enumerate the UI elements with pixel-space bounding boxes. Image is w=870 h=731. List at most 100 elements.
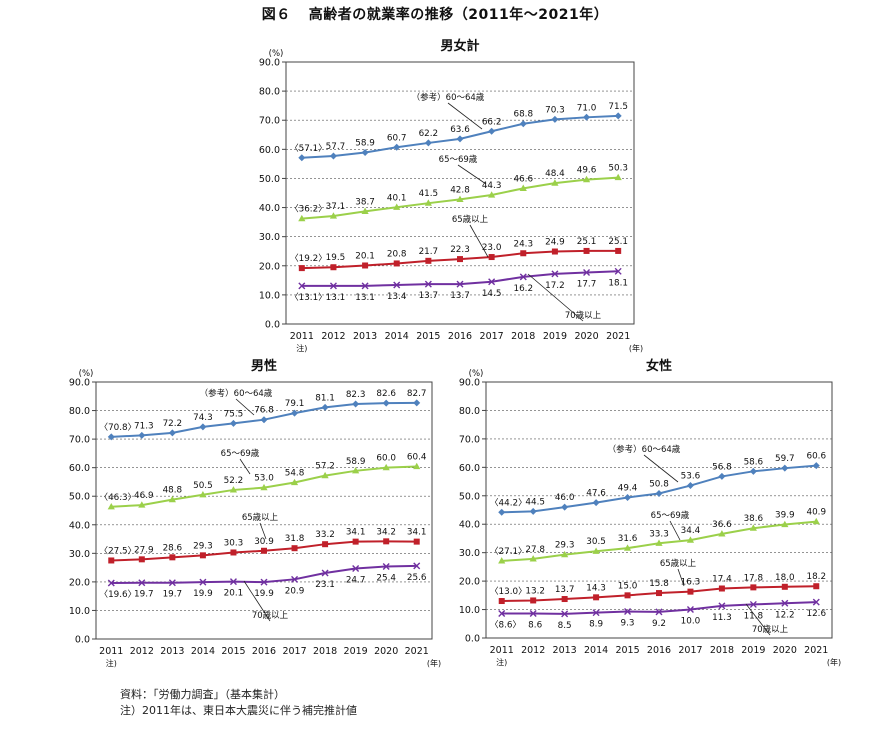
series-annotation: 65歳以上 xyxy=(242,512,279,523)
data-point-age_70_plus-stroke-b xyxy=(413,562,421,570)
data-point-age_65_69 xyxy=(519,184,527,191)
data-label: 20.9 xyxy=(285,586,305,596)
data-point-age_70_plus-stroke-b xyxy=(107,579,115,587)
data-point-age_70_plus-stroke-b xyxy=(456,280,464,288)
data-label: 12.2 xyxy=(775,610,795,620)
data-label: 18.2 xyxy=(806,572,826,582)
data-point-age_70_plus xyxy=(781,599,789,607)
data-label: 50.8 xyxy=(649,480,669,490)
y-tick-label: 70.0 xyxy=(459,434,480,445)
data-label: 82.6 xyxy=(376,389,396,399)
data-point-age_65_69 xyxy=(488,191,496,198)
data-label: 82.7 xyxy=(407,389,427,399)
footnote: 注）2011年は、東日本大震災に伴う補完推計値 xyxy=(120,704,357,717)
annotation-leader xyxy=(235,398,255,416)
series-age_65_69 xyxy=(107,462,421,510)
data-label: 23.0 xyxy=(482,243,502,253)
data-point-age_60_64 xyxy=(655,490,663,498)
data-label: 〈70.8〉 xyxy=(99,422,136,433)
y-tick-label: 60.0 xyxy=(69,463,90,474)
x-tick-label: 2015 xyxy=(221,646,245,657)
data-point-age_70_plus-stroke-b xyxy=(561,610,569,618)
chart-title: 男性 xyxy=(251,358,277,374)
y-tick-label: 0.0 xyxy=(265,320,280,331)
data-point-age_70_plus xyxy=(529,610,537,618)
data-point-age_70_plus-stroke-b xyxy=(624,608,632,616)
data-label: 75.5 xyxy=(224,409,244,419)
data-label: 〈19.2〉 xyxy=(290,253,327,264)
data-point-age_70_plus xyxy=(624,608,632,616)
data-label: 79.1 xyxy=(285,399,305,409)
data-label: 33.3 xyxy=(649,529,669,539)
data-point-age_65_plus xyxy=(498,598,505,605)
data-point-age_70_plus-stroke-b xyxy=(352,564,360,572)
data-point-age_60_64 xyxy=(614,112,622,120)
data-label: 19.9 xyxy=(254,589,274,599)
x-tick-label: 2011 xyxy=(490,645,514,656)
y-tick-label: 40.0 xyxy=(259,203,280,214)
data-label: 48.8 xyxy=(163,486,183,496)
x-tick-label: 2020 xyxy=(574,331,598,342)
data-point-age_70_plus xyxy=(260,578,268,586)
data-label: 13.4 xyxy=(387,292,407,302)
y-tick-label: 10.0 xyxy=(459,605,480,616)
data-point-age_70_plus xyxy=(199,578,207,586)
data-point-age_70_plus-stroke-b xyxy=(229,578,237,586)
data-label: 42.8 xyxy=(450,185,470,195)
data-label: 12.6 xyxy=(806,609,826,619)
data-point-age_60_64 xyxy=(624,493,632,501)
data-label: 16.2 xyxy=(513,284,533,294)
data-label: 13.7 xyxy=(419,291,439,301)
x-tick-label: 2021 xyxy=(606,331,630,342)
x-tick-label: 2012 xyxy=(321,331,345,342)
data-point-age_60_64 xyxy=(561,503,569,511)
x-tick-label: 2021 xyxy=(804,645,828,656)
data-point-age_65_plus xyxy=(530,597,537,604)
data-point-age_65_plus xyxy=(291,545,298,552)
data-label: 53.6 xyxy=(681,472,701,482)
annotation-leader xyxy=(527,273,584,322)
series-annotation: 70歳以上 xyxy=(252,610,289,621)
x-axis-unit: (年) xyxy=(827,657,841,667)
data-label: 48.4 xyxy=(545,169,565,179)
data-label: 9.2 xyxy=(652,619,666,629)
data-label: 〈57.1〉 xyxy=(290,143,327,154)
data-point-age_70_plus xyxy=(488,278,496,286)
data-point-age_65_plus xyxy=(261,547,267,554)
data-point-age_60_64 xyxy=(329,152,337,160)
data-point-age_60_64 xyxy=(393,143,401,151)
data-point-age_60_64 xyxy=(260,416,268,424)
y-axis-unit: (%) xyxy=(79,369,94,379)
data-label: 20.1 xyxy=(224,589,244,599)
data-label: 24.9 xyxy=(545,238,565,248)
annotation-leader xyxy=(239,458,251,475)
data-label: 24.7 xyxy=(346,575,366,585)
data-point-age_70_plus-stroke-b xyxy=(749,600,757,608)
data-point-age_70_plus-stroke-b xyxy=(529,610,537,618)
data-label: 25.4 xyxy=(376,573,396,583)
data-label: 14.3 xyxy=(586,583,606,593)
data-point-age_65_69 xyxy=(168,495,176,503)
series-annotation: 70歳以上 xyxy=(565,310,602,321)
data-label: 23.1 xyxy=(315,580,335,590)
data-label: 17.7 xyxy=(577,279,597,289)
x-tick-label: 2014 xyxy=(385,331,409,342)
data-point-age_70_plus-stroke-b xyxy=(592,609,600,617)
data-label: 46.0 xyxy=(555,493,575,503)
y-tick-label: 80.0 xyxy=(69,406,90,417)
data-label: 19.9 xyxy=(193,589,213,599)
data-label: 52.2 xyxy=(224,476,244,486)
y-tick-label: 10.0 xyxy=(69,606,90,617)
x-tick-label: 2016 xyxy=(448,331,472,342)
data-label: 60.7 xyxy=(387,133,407,143)
data-point-age_65_plus xyxy=(108,557,115,564)
data-point-age_65_69 xyxy=(812,517,820,525)
data-point-age_65_plus xyxy=(362,262,369,269)
data-point-age_70_plus-stroke-b xyxy=(298,282,306,290)
x-tick-label: 2014 xyxy=(191,646,215,657)
data-point-age_65_plus xyxy=(520,250,527,257)
data-point-age_70_plus-stroke-b xyxy=(488,278,496,286)
data-label: 34.4 xyxy=(681,526,701,536)
data-label: 38.6 xyxy=(744,514,764,524)
